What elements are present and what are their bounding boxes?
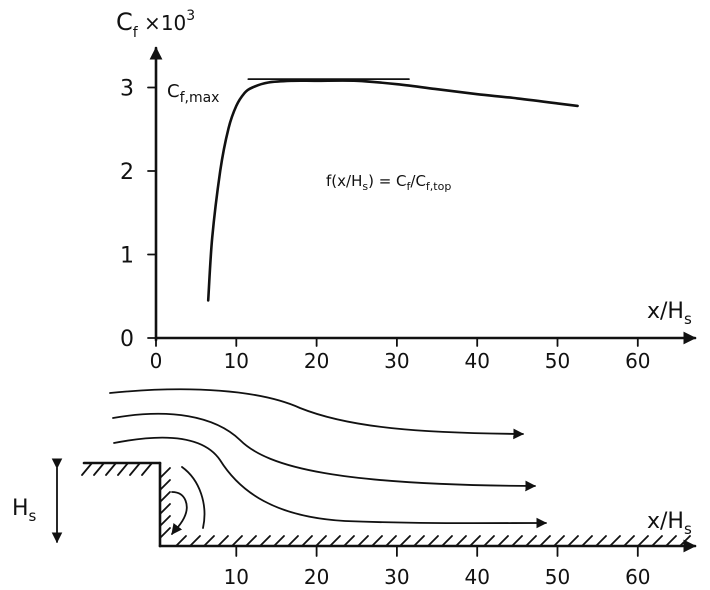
hatch-line [315,535,327,547]
hatch-line [665,535,677,547]
hatch-line [357,535,369,547]
hatch-line [385,535,397,547]
x-tick-label: 30 [384,349,409,373]
x-tick-label: 40 [464,565,489,589]
x-tick-label: 20 [304,349,329,373]
x-tick-label: 10 [224,565,249,589]
hatch-line [455,535,467,547]
hatch-line [245,535,257,547]
hatch-line [595,535,607,547]
hatch-line [483,535,495,547]
step-wall [81,461,697,553]
y-ticks: 0 1 2 3 [120,77,157,352]
hatch-line [679,535,691,547]
hatch-line [287,535,299,547]
y-tick-label: 2 [120,160,134,185]
hatch-line [399,535,411,547]
hatch-line [651,535,663,547]
x-tick-label: 20 [304,565,329,589]
hatch-line [539,535,551,547]
hatch-line [203,535,215,547]
streamline-2 [112,412,537,492]
x-axis-label: x/Hs [647,299,692,328]
streamline-1 [109,388,525,440]
wall-hatching [81,462,691,547]
y-axis-label: Cf ×103 [116,8,195,41]
streamlines [109,388,548,535]
hatch-line [159,503,171,515]
x-tick-label: 60 [625,565,650,589]
hatch-line [159,491,171,503]
hatch-line [441,535,453,547]
backward-step-diagram: Hs 10 20 30 40 50 60 x/Hs [12,388,697,589]
hatch-line [159,467,171,479]
hatch-line [301,535,313,547]
x-tick-label: 10 [224,349,249,373]
hatch-line [81,462,93,476]
hatch-line [231,535,243,547]
step-height-label: Hs [12,496,37,525]
hatch-line [259,535,271,547]
y-tick-label: 3 [120,77,134,102]
hatch-line [427,535,439,547]
recirculation-vortex [171,491,188,535]
hatch-line [371,535,383,547]
hatch-line [159,479,171,491]
hatch-line [413,535,425,547]
hatch-line [637,535,649,547]
hatch-line [469,535,481,547]
x-ticks: 0 10 20 30 40 50 60 [150,337,651,373]
recirculation-loop [181,466,206,529]
streamline-3 [113,436,548,529]
x-axis-label: x/Hs [647,509,692,538]
hatch-line [623,535,635,547]
hatch-line [511,535,523,547]
hatch-line [343,535,355,547]
y-tick-label: 0 [120,327,134,352]
hatch-line [329,535,341,547]
hatch-line [129,462,141,476]
hatch-line [609,535,621,547]
hatch-line [553,535,565,547]
hatch-line [159,515,171,527]
hatch-line [497,535,509,547]
hatch-line [159,527,171,539]
x-tick-label: 50 [545,565,570,589]
hatch-line [117,462,129,476]
x-tick-label: 40 [464,349,489,373]
x-tick-label: 30 [384,565,409,589]
hatch-line [189,535,201,547]
hatch-line [93,462,105,476]
x-tick-label: 50 [545,349,570,373]
hatch-line [273,535,285,547]
hatch-line [581,535,593,547]
hatch-line [175,535,187,547]
hatch-line [217,535,229,547]
series-0-line [206,79,579,302]
skin-friction-chart: 0 10 20 30 40 50 60 0 1 2 3 Cf ×103 x/Hs Cf,max f… [116,8,697,373]
hatch-line [567,535,579,547]
hatch-line [525,535,537,547]
x-ticks: 10 20 30 40 50 60 [224,545,651,589]
formula-annotation: f(x/Hs) = Cf/Cf,top [326,172,451,193]
hatch-line [105,462,117,476]
cf-max-label: Cf,max [167,81,219,106]
y-tick-label: 1 [120,244,134,269]
step-height-indicator: Hs [12,458,63,544]
hatch-line [141,462,153,476]
x-tick-label: 60 [625,349,650,373]
x-tick-label: 0 [150,349,163,373]
